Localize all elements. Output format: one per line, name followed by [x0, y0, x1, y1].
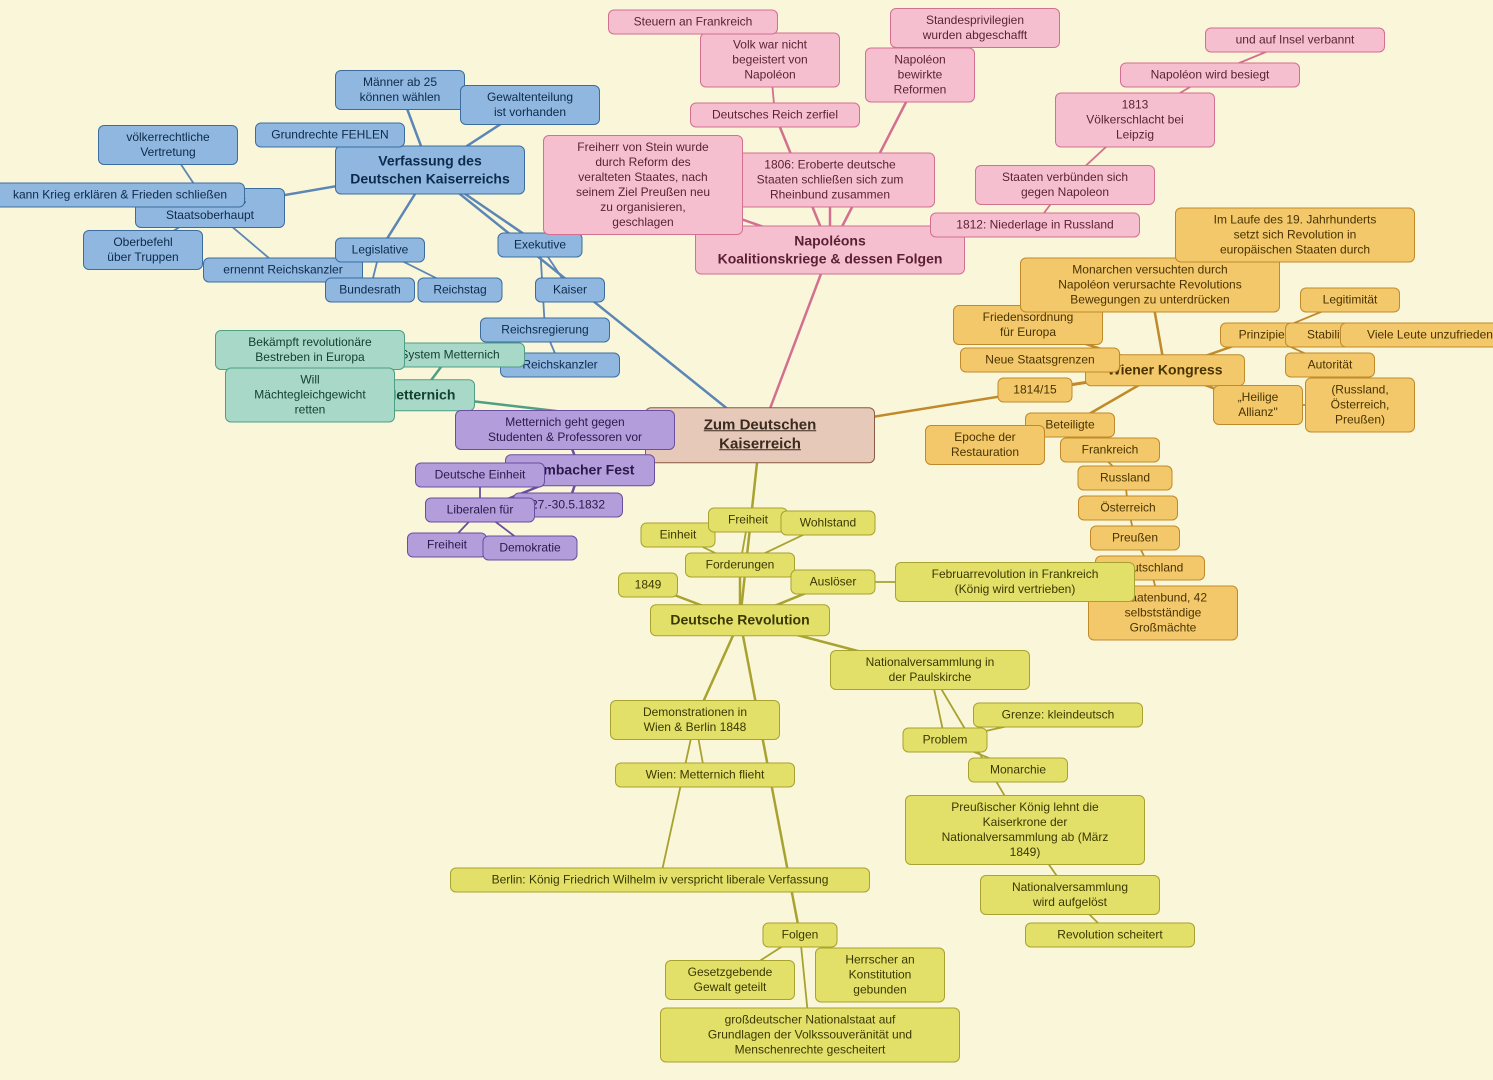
- node-b_krieg[interactable]: kann Krieg erklären & Frieden schließen: [0, 183, 245, 208]
- node-pu_lib[interactable]: Liberalen für: [425, 498, 535, 523]
- node-ol_nvpk[interactable]: Nationalversammlung in der Paulskirche: [830, 650, 1030, 690]
- node-pu_de[interactable]: Deutsche Einheit: [415, 463, 545, 488]
- node-o_1814[interactable]: 1814/15: [998, 378, 1073, 403]
- node-o_ru[interactable]: Russland: [1078, 466, 1173, 491]
- node-o_rap[interactable]: (Russland, Österreich, Preußen): [1305, 378, 1415, 433]
- node-ol_ges[interactable]: Gesetzgebende Gewalt geteilt: [665, 960, 795, 1000]
- node-t_will[interactable]: Will Mächtegleichgewicht retten: [225, 368, 395, 423]
- node-ol_1849[interactable]: 1849: [618, 573, 678, 598]
- node-ol_herr[interactable]: Herrscher an Konstitution gebunden: [815, 948, 945, 1003]
- node-ol_demo[interactable]: Demonstrationen in Wien & Berlin 1848: [610, 700, 780, 740]
- node-ol_ford[interactable]: Forderungen: [685, 553, 795, 578]
- node-verf[interactable]: Verfassung des Deutschen Kaiserreichs: [335, 146, 525, 195]
- node-o_19[interactable]: Im Laufe des 19. Jahrhunderts setzt sich…: [1175, 208, 1415, 263]
- node-p_verb[interactable]: Staaten verbünden sich gegen Napoleon: [975, 165, 1155, 205]
- node-b_leg[interactable]: Legislative: [335, 238, 425, 263]
- node-ol_nva[interactable]: Nationalversammlung wird aufgelöst: [980, 875, 1160, 915]
- node-o_legit[interactable]: Legitimität: [1300, 288, 1400, 313]
- node-b_rreg[interactable]: Reichsregierung: [480, 318, 610, 343]
- node-p_stein[interactable]: Freiherr von Stein wurde durch Reform de…: [543, 135, 743, 235]
- node-p_volk[interactable]: Volk war nicht begeistert von Napoléon: [700, 33, 840, 88]
- node-p_ref[interactable]: Napoléon bewirkte Reformen: [865, 48, 975, 103]
- node-b_grf[interactable]: Grundrechte FEHLEN: [255, 123, 405, 148]
- edge: [660, 720, 695, 880]
- node-p_1812[interactable]: 1812: Niederlage in Russland: [930, 213, 1140, 238]
- node-b_gew[interactable]: Gewaltenteilung ist vorhanden: [460, 85, 600, 125]
- node-ol_feb[interactable]: Februarrevolution in Frankreich (König w…: [895, 562, 1135, 602]
- node-root[interactable]: Zum Deutschen Kaiserreich: [645, 407, 875, 463]
- node-pu_dem[interactable]: Demokratie: [483, 536, 578, 561]
- node-o_aut[interactable]: Autorität: [1285, 353, 1375, 378]
- node-ol_folg[interactable]: Folgen: [763, 923, 838, 948]
- node-p_besiegt[interactable]: Napoléon wird besiegt: [1120, 63, 1300, 88]
- node-o_heil[interactable]: „Heilige Allianz": [1213, 385, 1303, 425]
- node-drev[interactable]: Deutsche Revolution: [650, 604, 830, 636]
- node-ol_ein[interactable]: Einheit: [641, 523, 716, 548]
- node-p_std[interactable]: Standesprivilegien wurden abgeschafft: [890, 8, 1060, 48]
- node-ol_berl[interactable]: Berlin: König Friedrich Wilhelm iv versp…: [450, 868, 870, 893]
- node-p_1813[interactable]: 1813 Völkerschlacht bei Leipzig: [1055, 93, 1215, 148]
- node-o_pr[interactable]: Preußen: [1090, 526, 1180, 551]
- node-pu_fr[interactable]: Freiheit: [407, 533, 487, 558]
- node-p_steu[interactable]: Steuern an Frankreich: [608, 10, 778, 35]
- node-ol_prk[interactable]: Preußischer König lehnt die Kaiserkrone …: [905, 795, 1145, 865]
- node-b_reichstag[interactable]: Reichstag: [418, 278, 503, 303]
- node-b_m25[interactable]: Männer ab 25 können wählen: [335, 70, 465, 110]
- node-ol_sch[interactable]: Revolution scheitert: [1025, 923, 1195, 948]
- node-ol_monch[interactable]: Monarchie: [968, 758, 1068, 783]
- node-b_exe[interactable]: Exekutive: [498, 233, 583, 258]
- node-b_vvk[interactable]: völkerrechtliche Vertretung: [98, 125, 238, 165]
- node-o_fr[interactable]: Frankreich: [1060, 438, 1160, 463]
- node-p_1806[interactable]: 1806: Eroberte deutsche Staaten schließe…: [725, 153, 935, 208]
- node-o_mon[interactable]: Monarchen versuchten durch Napoléon veru…: [1020, 258, 1280, 313]
- node-p_zerf[interactable]: Deutsches Reich zerfiel: [690, 103, 860, 128]
- node-o_oest[interactable]: Österreich: [1078, 496, 1178, 521]
- node-ol_grd[interactable]: großdeutscher Nationalstaat auf Grundlag…: [660, 1008, 960, 1063]
- node-pu_met[interactable]: Metternich geht gegen Studenten & Profes…: [455, 410, 675, 450]
- node-o_grenz[interactable]: Neue Staatsgrenzen: [960, 348, 1120, 373]
- node-b_bund[interactable]: Bundesrath: [325, 278, 415, 303]
- node-ol_wien[interactable]: Wien: Metternich flieht: [615, 763, 795, 788]
- node-b_kaiser2[interactable]: Kaiser: [535, 278, 605, 303]
- node-t_bek[interactable]: Bekämpft revolutionäre Bestreben in Euro…: [215, 330, 405, 370]
- node-o_unz[interactable]: Viele Leute unzufrieden: [1340, 323, 1493, 348]
- node-ol_kld[interactable]: Grenze: kleindeutsch: [973, 703, 1143, 728]
- node-b_ober[interactable]: Oberbefehl über Truppen: [83, 230, 203, 270]
- node-ol_frei[interactable]: Freiheit: [708, 508, 788, 533]
- node-o_ep[interactable]: Epoche der Restauration: [925, 425, 1045, 465]
- node-p_insel[interactable]: und auf Insel verbannt: [1205, 28, 1385, 53]
- node-ol_wohl[interactable]: Wohlstand: [781, 511, 876, 536]
- node-ol_ausl[interactable]: Auslöser: [791, 570, 876, 595]
- node-ol_prob[interactable]: Problem: [903, 728, 988, 753]
